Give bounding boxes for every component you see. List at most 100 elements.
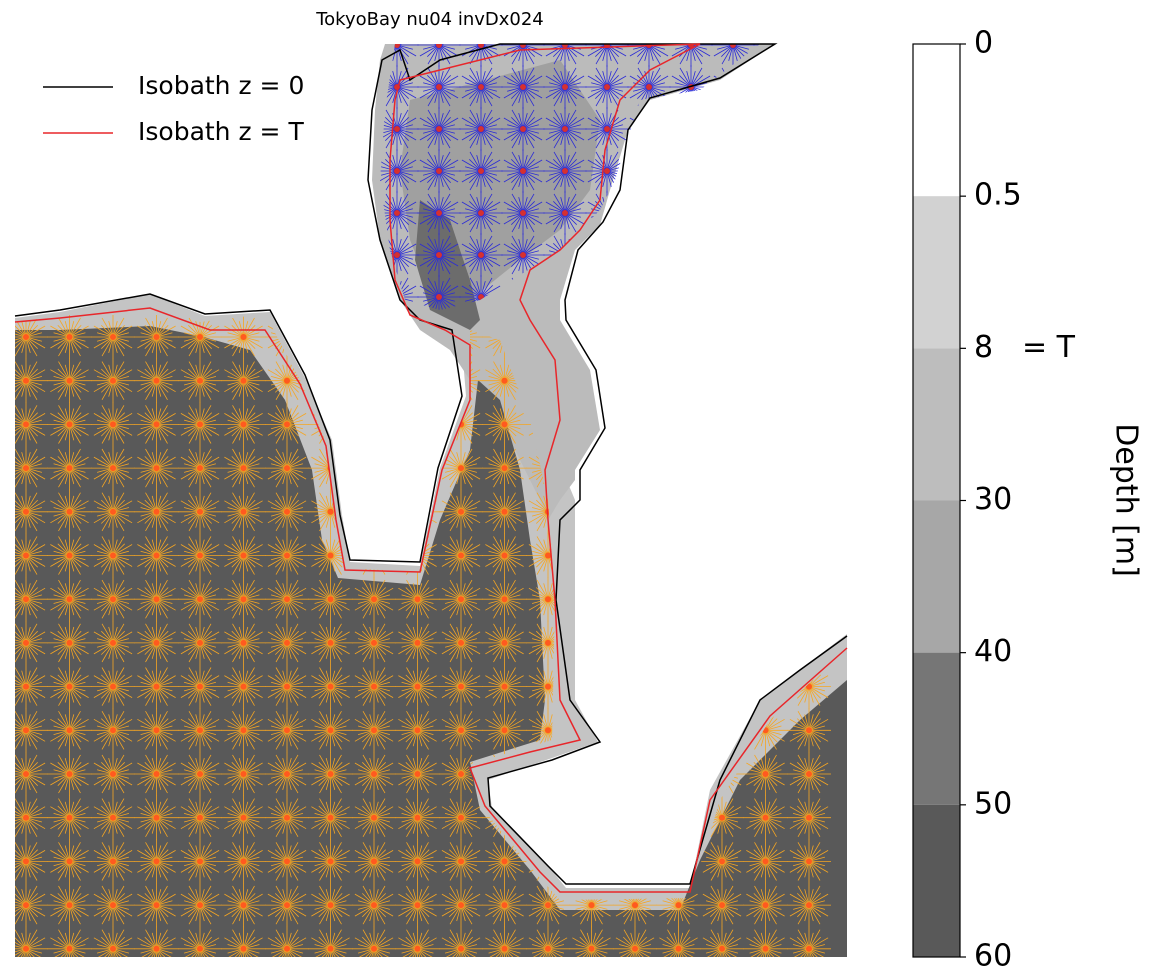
stencil-center <box>719 858 725 864</box>
stencil-center <box>562 84 568 90</box>
stencil-center <box>110 815 116 821</box>
stencil-center <box>632 421 638 427</box>
stencil <box>613 708 657 752</box>
stencil-center <box>241 334 247 340</box>
stencil <box>613 839 657 883</box>
stencil-center <box>676 509 682 515</box>
stencil <box>753 191 797 235</box>
stencil <box>396 446 440 490</box>
stencil <box>526 796 570 840</box>
colorbar: 00.58= T30405060 <box>913 26 1076 974</box>
stencil <box>627 191 671 235</box>
stencil <box>669 275 713 319</box>
legend-label: Isobath z = T <box>138 117 304 146</box>
stencil-center <box>154 509 160 515</box>
stencil-center <box>719 727 725 733</box>
stencil-center <box>394 252 400 258</box>
stencil-center <box>67 334 73 340</box>
stencil-center <box>676 771 682 777</box>
stencil-center <box>154 902 160 908</box>
stencil-center <box>458 509 464 515</box>
stencil-center <box>676 596 682 602</box>
stencil <box>753 275 797 319</box>
stencil-center <box>328 727 334 733</box>
stencil-center <box>415 902 421 908</box>
stencil-center <box>328 640 334 646</box>
stencil-center <box>110 727 116 733</box>
stencil <box>669 149 713 193</box>
colorbar-band <box>913 501 960 653</box>
stencil-center <box>545 815 551 821</box>
stencil-center <box>730 84 736 90</box>
stencil-center <box>197 334 203 340</box>
colorbar-band <box>913 805 960 957</box>
legend-label: Isobath z = 0 <box>138 71 304 100</box>
stencil-center <box>67 421 73 427</box>
stencil-center <box>328 421 334 427</box>
stencil <box>700 446 744 490</box>
stencil-center <box>415 684 421 690</box>
legend: Isobath z = 0 Isobath z = T <box>43 71 304 146</box>
stencil-center <box>589 640 595 646</box>
stencil-center <box>436 84 442 90</box>
stencil-center <box>458 858 464 864</box>
stencil-center <box>646 294 652 300</box>
colorbar-tick-label: 0.5 <box>974 178 1022 213</box>
stencil <box>613 621 657 665</box>
stencil-center <box>284 465 290 471</box>
stencil-center <box>772 168 778 174</box>
stencil-center <box>154 858 160 864</box>
stencil <box>744 315 788 359</box>
colorbar-tick-label: 0 <box>974 26 993 61</box>
stencil-center <box>763 465 769 471</box>
stencil <box>352 315 396 359</box>
stencil-center <box>23 553 29 559</box>
stencil-center <box>676 465 682 471</box>
stencil-center <box>154 727 160 733</box>
stencil-center <box>110 509 116 515</box>
stencil-center <box>502 640 508 646</box>
stencil-center <box>806 946 812 952</box>
stencil-center <box>763 684 769 690</box>
stencil-center <box>763 771 769 777</box>
stencil-center <box>23 727 29 733</box>
stencil-center <box>589 771 595 777</box>
stencil-center <box>197 596 203 602</box>
stencil-center <box>241 509 247 515</box>
stencil <box>570 534 614 578</box>
stencil <box>657 446 701 490</box>
stencil <box>657 490 701 534</box>
stencil <box>657 708 701 752</box>
stencil-center <box>458 946 464 952</box>
colorbar-tick-label: 30 <box>974 482 1012 517</box>
stencil-center <box>284 727 290 733</box>
colorbar-band <box>913 44 960 196</box>
stencil-center <box>763 902 769 908</box>
colorbar-tick-label: 60 <box>974 939 1012 974</box>
stencil <box>627 233 671 277</box>
stencil <box>787 359 831 403</box>
stencil-center <box>415 378 421 384</box>
stencil-center <box>154 596 160 602</box>
stencil-center <box>197 378 203 384</box>
stencil-center <box>371 465 377 471</box>
stencil-center <box>23 902 29 908</box>
stencil-center <box>545 684 551 690</box>
stencil <box>744 621 788 665</box>
stencil <box>711 191 755 235</box>
stencil-center <box>436 126 442 132</box>
stencil <box>744 402 788 446</box>
stencil-center <box>589 334 595 340</box>
stencil-center <box>110 334 116 340</box>
stencil <box>613 577 657 621</box>
stencil-center <box>23 378 29 384</box>
stencil-center <box>67 509 73 515</box>
stencil-center <box>589 815 595 821</box>
stencil-center <box>589 509 595 515</box>
stencil-center <box>502 553 508 559</box>
stencil <box>753 65 797 109</box>
stencil <box>613 359 657 403</box>
stencil-center <box>806 465 812 471</box>
stencil-center <box>197 553 203 559</box>
stencil <box>627 149 671 193</box>
